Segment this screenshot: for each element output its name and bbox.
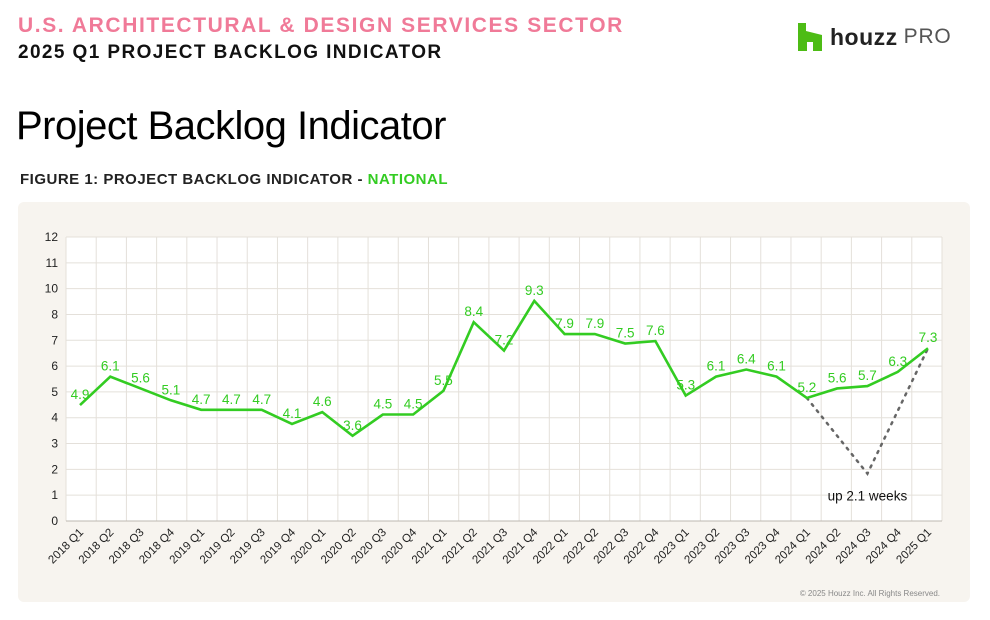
data-label: 7.5 <box>616 326 635 341</box>
data-label: 7.9 <box>555 316 574 331</box>
data-label: 7.3 <box>919 330 938 345</box>
y-tick-label: 4 <box>51 411 58 425</box>
y-tick-label: 8 <box>51 307 58 321</box>
data-label: 5.5 <box>434 373 453 388</box>
page-title: Project Backlog Indicator <box>16 104 446 148</box>
y-tick-label: 3 <box>51 437 58 451</box>
y-tick-label: 11 <box>46 256 59 270</box>
data-label: 7.9 <box>585 316 604 331</box>
annotation-dotted-line <box>805 346 930 476</box>
y-tick-label: 12 <box>45 230 59 244</box>
data-label: 6.1 <box>707 359 726 374</box>
data-label: 5.2 <box>797 380 816 395</box>
data-label: 4.5 <box>404 397 423 412</box>
plot-area <box>66 237 942 521</box>
y-tick-label: 1 <box>51 488 58 502</box>
y-tick-label: 5 <box>51 385 58 399</box>
data-label: 7.6 <box>646 323 665 338</box>
data-label: 4.7 <box>192 392 211 407</box>
data-label: 6.1 <box>101 359 120 374</box>
y-tick-label: 2 <box>51 462 58 476</box>
data-label: 6.3 <box>888 354 907 369</box>
data-label: 6.1 <box>767 359 786 374</box>
data-label: 4.5 <box>373 397 392 412</box>
data-label: 8.4 <box>464 304 483 319</box>
houzz-pro-logo[interactable]: houzz PRO <box>798 22 952 52</box>
figure-title-prefix: FIGURE 1: PROJECT BACKLOG INDICATOR - <box>20 171 368 188</box>
data-label: 6.4 <box>737 352 756 367</box>
houzz-house-icon <box>798 23 822 51</box>
logo-suffix: PRO <box>903 25 952 48</box>
data-label: 7.2 <box>495 333 514 348</box>
chart-panel: 0 1 2 3 4 5 6 7 8 10 11 12 2018 Q1 2018 Q2 2018 Q3 2018… <box>18 202 970 602</box>
copyright: © 2025 Houzz Inc. All Rights Reserved. <box>799 589 940 598</box>
data-label: 5.6 <box>131 370 150 385</box>
y-tick-label: 0 <box>51 514 58 528</box>
y-tick-label: 10 <box>45 282 59 296</box>
data-label: 5.7 <box>858 368 877 383</box>
annotation-text: up 2.1 weeks <box>828 489 908 504</box>
y-tick-label: 6 <box>51 359 58 373</box>
data-label: 4.9 <box>71 387 90 402</box>
y-tick-label: 7 <box>51 333 58 347</box>
figure-title-highlight: NATIONAL <box>367 171 449 188</box>
data-label: 5.6 <box>828 370 847 385</box>
header-sector: U.S. ARCHITECTURAL & DESIGN SERVICES SEC… <box>18 14 624 37</box>
figure-title: FIGURE 1: PROJECT BACKLOG INDICATOR - NA… <box>20 171 448 188</box>
data-label: 4.7 <box>252 392 271 407</box>
data-label: 3.6 <box>343 418 362 433</box>
data-label: 5.3 <box>676 378 695 393</box>
series-line <box>79 298 929 438</box>
data-label: 9.3 <box>525 283 544 298</box>
data-label: 4.6 <box>313 394 332 409</box>
data-label: 5.1 <box>161 382 180 397</box>
data-label: 4.1 <box>283 406 302 421</box>
header-report: 2025 Q1 PROJECT BACKLOG INDICATOR <box>18 42 443 63</box>
logo-word: houzz <box>830 23 898 50</box>
data-label: 4.7 <box>222 392 241 407</box>
